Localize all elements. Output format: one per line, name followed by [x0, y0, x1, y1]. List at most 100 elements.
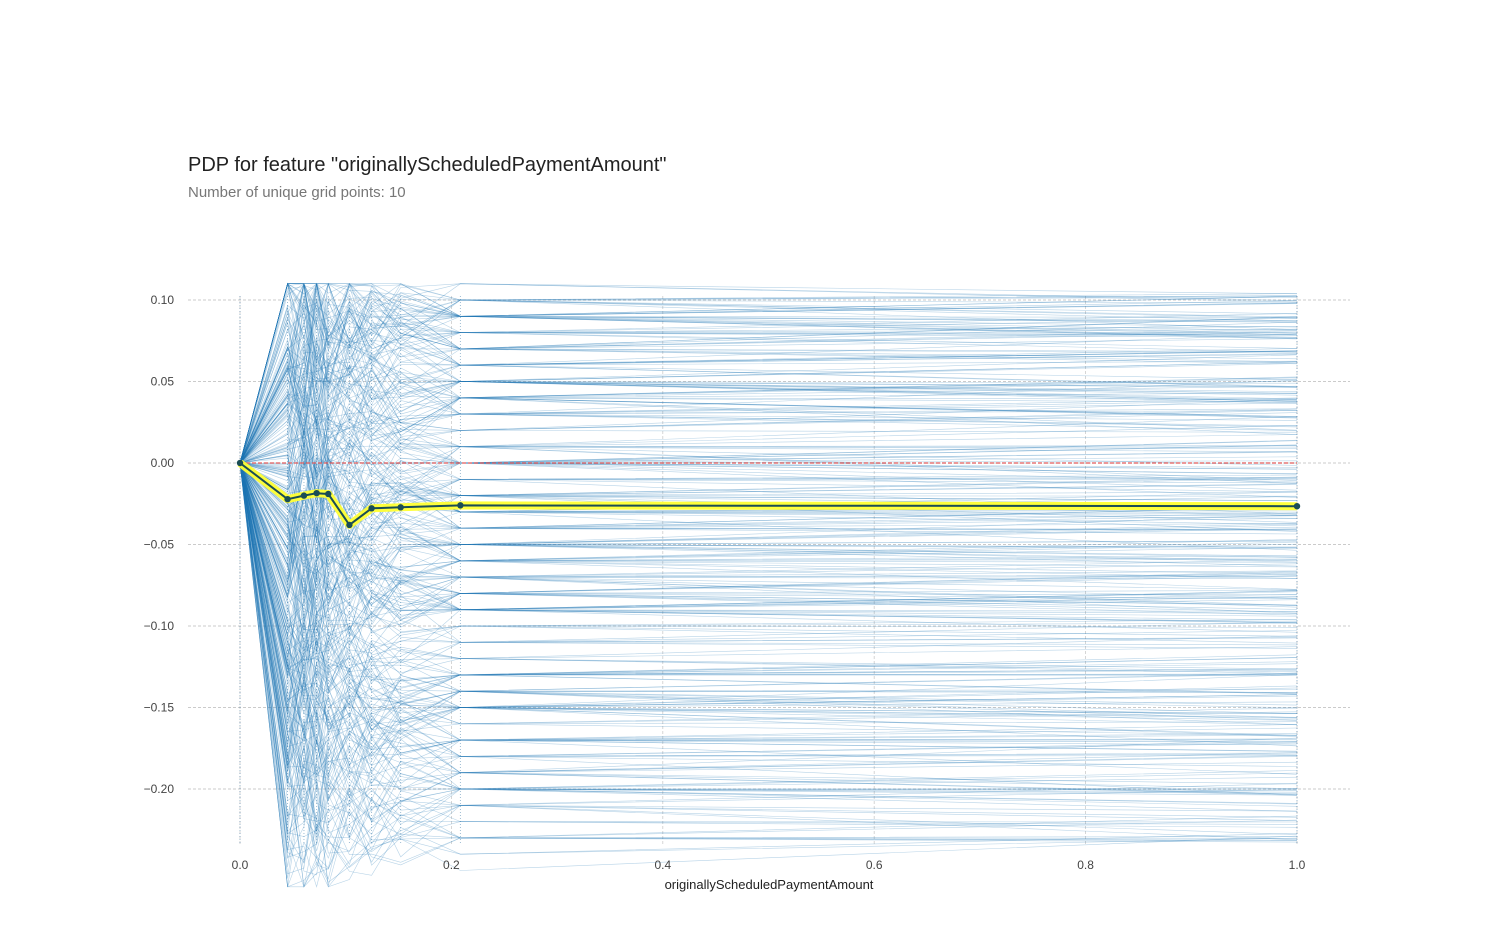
ice-line [239, 412, 1298, 533]
ice-line [239, 462, 1298, 618]
ice-line [239, 387, 1298, 475]
ice-line [239, 462, 1298, 846]
ice-line [239, 462, 1298, 871]
ice-line [239, 462, 1298, 839]
ice-line [239, 462, 1298, 887]
ice-line [239, 316, 1298, 464]
ice-line [239, 462, 1298, 715]
ice-line [239, 282, 1298, 464]
ice-line [239, 462, 1298, 820]
pdp-point [313, 489, 320, 497]
ice-line [239, 462, 1298, 612]
ice-line [239, 282, 1298, 464]
ice-line [239, 282, 1298, 464]
ice-line [239, 338, 1298, 464]
ice-line [239, 462, 1298, 684]
ice-line [239, 282, 1298, 464]
ice-line [239, 462, 1298, 679]
ice-line [239, 283, 1298, 464]
ice-line [239, 462, 1298, 836]
ice-line [239, 455, 1298, 583]
ice-line [239, 386, 1298, 479]
ice-line [239, 462, 1298, 594]
y-tick-label: 0.05 [151, 375, 175, 389]
ice-line [239, 462, 1298, 709]
ice-line [239, 462, 1298, 702]
pdp-point [325, 490, 332, 498]
ice-line [239, 462, 1298, 754]
ice-line [239, 462, 1298, 614]
ice-line [239, 462, 1298, 750]
ice-line [239, 411, 1298, 464]
ice-line [239, 283, 1298, 464]
y-tick-label: 0.00 [151, 456, 175, 470]
ice-line [239, 462, 1298, 783]
ice-line [239, 299, 1298, 464]
ice-line [239, 306, 1298, 464]
ice-line [239, 462, 1298, 791]
ice-line [239, 462, 1298, 656]
ice-line [239, 438, 1298, 549]
ice-line [239, 462, 1298, 770]
ice-line [239, 462, 1298, 741]
ice-line [239, 283, 1298, 464]
ice-line [239, 312, 1298, 464]
ice-line [239, 340, 1298, 464]
ice-line [239, 282, 1298, 464]
ice-line [239, 390, 1298, 479]
ice-line [239, 462, 1298, 743]
ice-line [239, 462, 1298, 575]
ice-line [239, 462, 1298, 754]
ice-line [239, 290, 1298, 464]
ice-line [239, 462, 1298, 786]
ice-lines [239, 282, 1298, 888]
ice-line [239, 462, 1298, 669]
ice-line [239, 283, 1298, 464]
x-tick-label: 0.0 [232, 858, 249, 872]
ice-line [239, 346, 1298, 464]
ice-line [239, 462, 1298, 632]
ice-line [239, 427, 1298, 551]
ice-line [239, 300, 1298, 464]
ice-line [239, 462, 1298, 869]
ice-line [239, 462, 1298, 797]
ice-line [239, 462, 1298, 577]
ice-line [239, 462, 1298, 745]
ice-line [239, 462, 1298, 811]
ice-line [239, 307, 1298, 464]
ice-line [239, 437, 1298, 523]
ice-line [239, 462, 1298, 629]
ice-line [239, 462, 1298, 605]
ice-line [239, 462, 1298, 799]
ice-line [239, 420, 1298, 521]
ice-line [239, 283, 1298, 464]
ice-line [239, 301, 1298, 464]
ice-line [239, 462, 1298, 554]
ice-line [239, 386, 1298, 464]
ice-line [239, 462, 1298, 769]
ice-line [239, 462, 1298, 756]
ice-line [239, 462, 1298, 624]
ice-line [239, 462, 1298, 824]
ice-line [239, 462, 1298, 807]
ice-line [239, 462, 1298, 741]
ice-line [239, 462, 1298, 752]
ice-line [239, 462, 1298, 793]
ice-line [239, 462, 1298, 736]
ice-line [239, 462, 1298, 714]
ice-line [239, 283, 1298, 464]
ice-line [239, 462, 1298, 713]
y-tick-label: −0.15 [144, 701, 175, 715]
chart-subtitle: Number of unique grid points: 10 [188, 184, 406, 201]
ice-line [239, 346, 1298, 464]
ice-line [239, 283, 1298, 464]
ice-line [239, 349, 1298, 469]
ice-line [239, 462, 1298, 887]
ice-line [239, 346, 1298, 464]
ice-line [239, 462, 1298, 774]
ice-line [239, 462, 1298, 765]
ice-line [239, 462, 1298, 631]
ice-line [239, 462, 1298, 708]
ice-line [239, 462, 1298, 737]
